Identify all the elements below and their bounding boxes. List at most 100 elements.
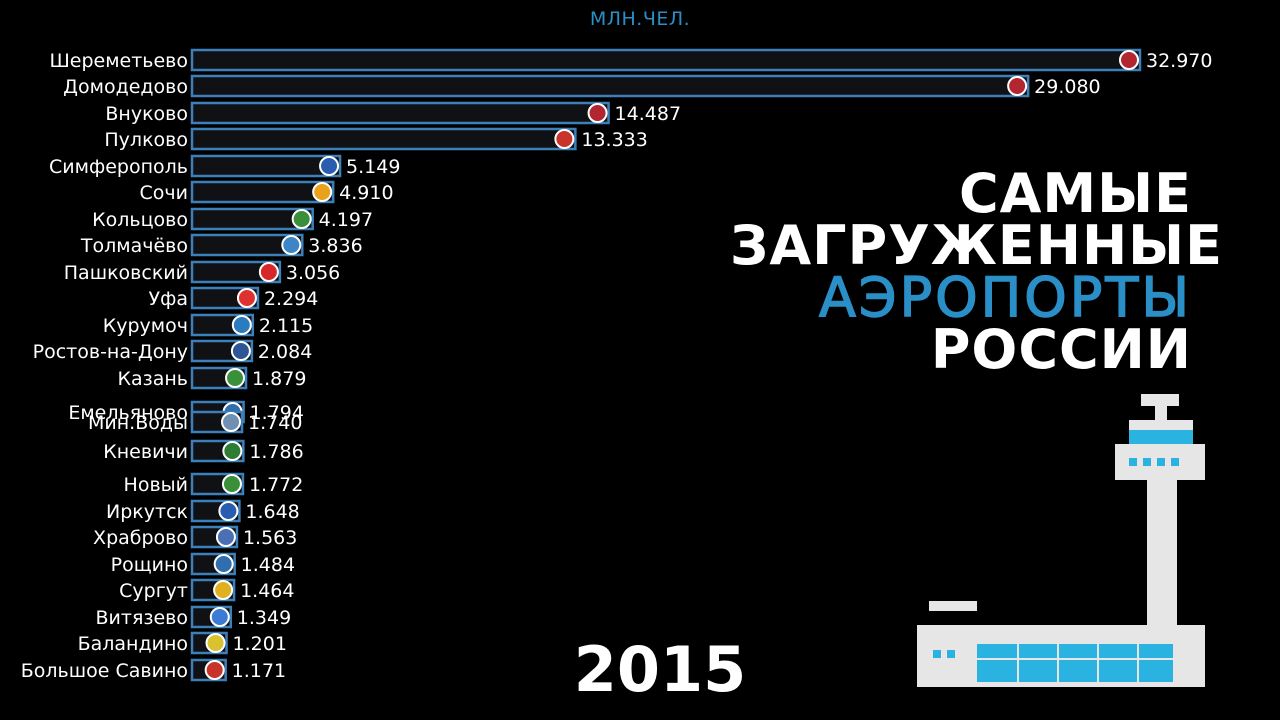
value-label: 14.487 <box>615 103 681 125</box>
city-emblem-icon <box>587 103 608 123</box>
city-emblem-icon <box>1007 76 1028 96</box>
bar-row: Кольцово 4.197 <box>92 207 373 231</box>
unit-label: МЛН.ЧЕЛ. <box>589 8 691 30</box>
category-label: Казань <box>118 368 189 390</box>
bar-row: Иркутск 1.648 <box>106 499 300 523</box>
category-label: Симферополь <box>49 156 188 178</box>
value-label: 2.294 <box>264 288 318 310</box>
category-label: Мин.Воды <box>88 412 188 434</box>
category-label: Баландино <box>78 633 188 655</box>
value-label: 4.197 <box>319 209 373 231</box>
control-tower-illustration <box>917 394 1205 687</box>
city-emblem-icon <box>221 474 242 494</box>
category-label: Пашковский <box>64 262 188 284</box>
category-label: Сургут <box>119 580 188 602</box>
value-label: 1.171 <box>232 660 286 682</box>
value-label: 1.484 <box>241 554 295 576</box>
chart-title: САМЫЕ ЗАГРУЖЕННЫЕ АЭРОПОРТЫ РОССИИ <box>730 162 1223 381</box>
value-label: 1.201 <box>233 633 287 655</box>
title-line-2: ЗАГРУЖЕННЫЕ <box>730 214 1223 277</box>
bar-row: Сургут 1.464 <box>119 578 295 602</box>
city-emblem-icon <box>281 235 302 255</box>
category-label: Большое Савино <box>21 660 188 682</box>
category-label: Рощино <box>111 554 188 576</box>
city-emblem-icon <box>236 288 257 308</box>
category-label: Уфа <box>149 288 188 310</box>
bar-row: Кневичи 1.786 <box>103 439 304 463</box>
bar-row: Пулково 13.333 <box>104 127 648 151</box>
category-label: Новый <box>124 474 188 496</box>
city-emblem-icon <box>215 527 236 547</box>
bar-row: Домодедово 29.080 <box>63 74 1101 98</box>
value-label: 4.910 <box>339 182 393 204</box>
value-label: 1.563 <box>243 527 297 549</box>
bar <box>190 74 1030 98</box>
city-emblem-icon <box>213 554 234 574</box>
value-label: 1.794 <box>250 402 304 424</box>
category-label: Шереметьево <box>49 50 188 72</box>
bar-row: Сочи 4.910 <box>140 180 394 204</box>
title-line-3: АЭРОПОРТЫ <box>818 266 1192 329</box>
bar-row: Пашковский 3.056 <box>64 260 340 284</box>
value-label: 2.115 <box>259 315 313 337</box>
bar-row: Уфа 2.294 <box>149 286 318 310</box>
category-label: Курумоч <box>103 315 188 337</box>
value-label: 1.349 <box>237 607 291 629</box>
category-label: Внуково <box>105 103 188 125</box>
bar <box>190 207 314 231</box>
bar <box>190 233 304 257</box>
city-emblem-icon <box>204 660 225 680</box>
category-label: Кневичи <box>103 441 188 463</box>
value-label: 2.084 <box>258 341 312 363</box>
category-label: Пулково <box>104 129 188 151</box>
city-emblem-icon <box>1119 50 1139 70</box>
title-line-4: РОССИИ <box>930 318 1192 381</box>
value-label: 1.879 <box>252 368 306 390</box>
bar <box>190 180 335 204</box>
city-emblem-icon <box>213 580 234 600</box>
bar-row: Новый 1.772 <box>124 472 303 496</box>
value-label: 1.740 <box>248 412 302 434</box>
value-label: 13.333 <box>581 129 647 151</box>
category-label: Кольцово <box>92 209 188 231</box>
bar <box>190 127 577 151</box>
bar-row: Витязево 1.349 <box>96 605 291 629</box>
bar <box>190 48 1142 72</box>
bar-row: Внуково 14.487 <box>105 101 681 125</box>
bar-row: Толмачёво 3.836 <box>80 233 363 257</box>
bar-row: Казань 1.879 <box>118 366 306 390</box>
category-label: Ростов-на-Дону <box>33 341 188 363</box>
value-label: 3.836 <box>308 235 362 257</box>
bar-row: Ростов-на-Дону 2.084 <box>33 339 312 363</box>
bar-row: Симферополь 5.149 <box>49 154 400 178</box>
bar-row: Курумоч 2.115 <box>103 313 313 337</box>
bar-row: Шереметьево 32.970 <box>49 48 1212 72</box>
value-label: 32.970 <box>1146 50 1212 72</box>
bar-row: Мин.Воды 1.740 <box>88 410 302 434</box>
city-emblem-icon <box>218 501 239 521</box>
city-emblem-icon <box>209 607 230 627</box>
category-label: Емельяново <box>68 402 188 424</box>
value-label: 3.056 <box>286 262 340 284</box>
city-emblem-icon <box>222 441 243 461</box>
city-emblem-icon <box>319 156 340 176</box>
bar <box>190 101 610 125</box>
city-emblem-icon <box>225 368 246 388</box>
city-emblem-icon <box>205 633 226 653</box>
category-label: Храброво <box>93 527 188 549</box>
bar-row: Большое Савино 1.171 <box>21 658 286 682</box>
city-emblem-icon <box>221 412 242 432</box>
category-label: Толмачёво <box>80 235 188 257</box>
value-label: 1.772 <box>249 474 303 496</box>
value-label: 1.464 <box>240 580 294 602</box>
bar <box>190 260 282 284</box>
title-line-1: САМЫЕ <box>959 162 1192 225</box>
value-label: 1.786 <box>249 441 303 463</box>
city-emblem-icon <box>554 129 575 149</box>
category-label: Домодедово <box>63 76 188 98</box>
bar-row: Рощино 1.484 <box>111 552 295 576</box>
value-label: 1.648 <box>245 501 299 523</box>
category-label: Витязево <box>96 607 189 629</box>
